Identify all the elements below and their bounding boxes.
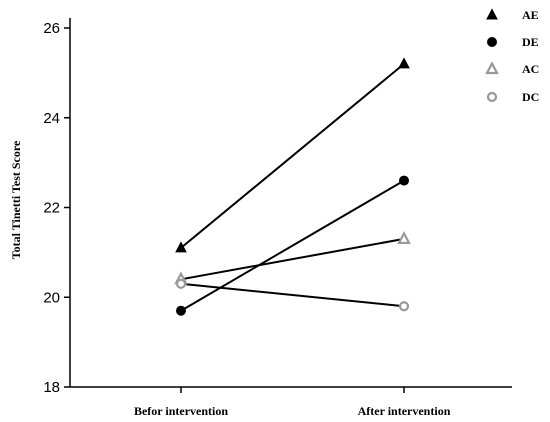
series-lines	[180, 63, 405, 312]
y-axis-title: Total Tinetti Test Score	[9, 140, 23, 259]
y-tick-label: 20	[43, 289, 60, 306]
legend-marker-de	[487, 37, 497, 47]
legend-marker-ae	[486, 8, 498, 20]
y-axis-ticks: 18 20 22 24 26	[43, 20, 70, 396]
data-point-de	[176, 305, 186, 316]
legend-label-de: DE	[522, 35, 539, 49]
series-markers	[174, 57, 411, 316]
series-line-de	[180, 179, 405, 312]
y-tick-label: 26	[43, 20, 60, 37]
y-tick-label: 22	[43, 200, 60, 217]
data-point-dc	[175, 278, 187, 289]
legend-label-dc: DC	[522, 90, 539, 104]
legend-marker-dc	[486, 91, 498, 103]
data-point-dc	[398, 301, 410, 312]
chart-axes	[69, 18, 512, 388]
legend-label-ac: AC	[522, 62, 539, 76]
legend-marker-ac	[485, 61, 499, 75]
legend-item-dc: DC	[486, 90, 539, 104]
series-line-ac	[180, 237, 405, 281]
x-axis-categories: Befor intervention After intervention	[134, 387, 451, 418]
series-line-dc	[180, 282, 405, 308]
data-point-ae	[175, 241, 187, 253]
legend-label-ae: AE	[522, 8, 539, 22]
data-point-ac	[397, 231, 411, 245]
x-category-label: Befor intervention	[134, 404, 228, 418]
legend-item-de: DE	[487, 35, 539, 49]
x-category-label: After intervention	[358, 404, 451, 418]
legend-item-ac: AC	[485, 61, 539, 76]
data-point-de	[399, 175, 409, 186]
series-line-ae	[180, 63, 405, 249]
legend: AE DE AC DC	[485, 8, 539, 104]
y-tick-label: 18	[43, 379, 60, 396]
legend-item-ae: AE	[486, 8, 539, 22]
y-tick-label: 24	[43, 110, 60, 127]
data-point-ae	[398, 57, 410, 69]
